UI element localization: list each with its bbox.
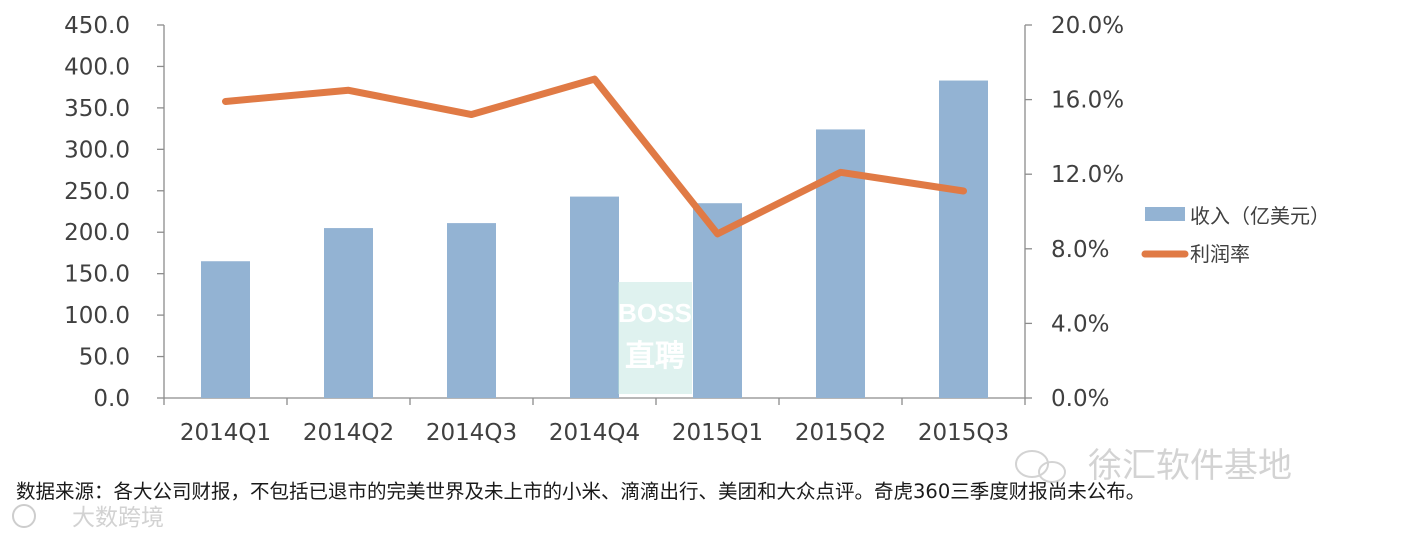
profit-margin-point	[593, 78, 596, 81]
profit-margin-point	[839, 171, 842, 174]
y-left-tick-label: 300.0	[64, 137, 130, 163]
y-left-tick-label: 200.0	[64, 220, 130, 246]
x-tick-label: 2014Q1	[180, 420, 271, 446]
revenue-bar	[570, 196, 619, 398]
y-right-tick-label: 8.0%	[1051, 237, 1109, 263]
y-right-tick-label: 20.0%	[1051, 13, 1124, 39]
y-right-tick-label: 0.0%	[1051, 386, 1109, 412]
x-tick-label: 2015Q3	[918, 420, 1009, 446]
dashu-watermark-text: 大数跨境	[72, 505, 164, 531]
y-left-tick-label: 350.0	[64, 96, 130, 122]
profit-margin-point	[470, 113, 473, 116]
legend-swatch-revenue	[1145, 207, 1185, 221]
profit-margin-point	[224, 100, 227, 103]
x-tick-label: 2014Q4	[549, 420, 640, 446]
y-left-tick-label: 150.0	[64, 262, 130, 288]
x-tick-label: 2015Q2	[795, 420, 886, 446]
boss-zhipin-watermark: BOSS 直聘	[618, 282, 692, 394]
x-tick-label: 2015Q1	[672, 420, 763, 446]
xuhui-software-watermark: 徐汇软件基地	[1015, 446, 1292, 486]
x-tick-label: 2014Q3	[426, 420, 517, 446]
y-left-tick-label: 50.0	[79, 345, 130, 371]
y-right-tick-label: 16.0%	[1051, 88, 1124, 114]
profit-margin-point	[962, 189, 965, 192]
revenue-bar	[447, 223, 496, 398]
source-note: 数据来源：各大公司财报，不包括已退市的完美世界及未上市的小米、滴滴出行、美团和大…	[16, 480, 1146, 503]
revenue-bar	[939, 80, 988, 398]
y-right-tick-label: 4.0%	[1051, 311, 1109, 337]
y-left-tick-label: 100.0	[64, 303, 130, 329]
wechat-icon	[1015, 450, 1066, 483]
profit-margin-point	[347, 89, 350, 92]
y-left-tick-label: 0.0	[93, 386, 130, 412]
xuhui-watermark-text: 徐汇软件基地	[1088, 446, 1292, 486]
dashu-kuajing-watermark: 大数跨境	[12, 504, 164, 531]
y-left-tick-label: 450.0	[64, 13, 130, 39]
x-tick-label: 2014Q2	[303, 420, 394, 446]
zhipin-watermark-text: 直聘	[625, 339, 685, 374]
revenue-bar	[324, 228, 373, 398]
legend-label-margin: 利润率	[1190, 242, 1250, 266]
profit-margin-point	[716, 232, 719, 235]
revenue-bar	[201, 261, 250, 398]
brand-logo-icon	[12, 504, 36, 528]
legend-label-revenue: 收入（亿美元）	[1190, 204, 1330, 228]
y-right-tick-label: 12.0%	[1051, 162, 1124, 188]
y-left-tick-label: 400.0	[64, 54, 130, 80]
boss-watermark-text: BOSS	[618, 298, 692, 328]
y-left-tick-label: 250.0	[64, 179, 130, 205]
